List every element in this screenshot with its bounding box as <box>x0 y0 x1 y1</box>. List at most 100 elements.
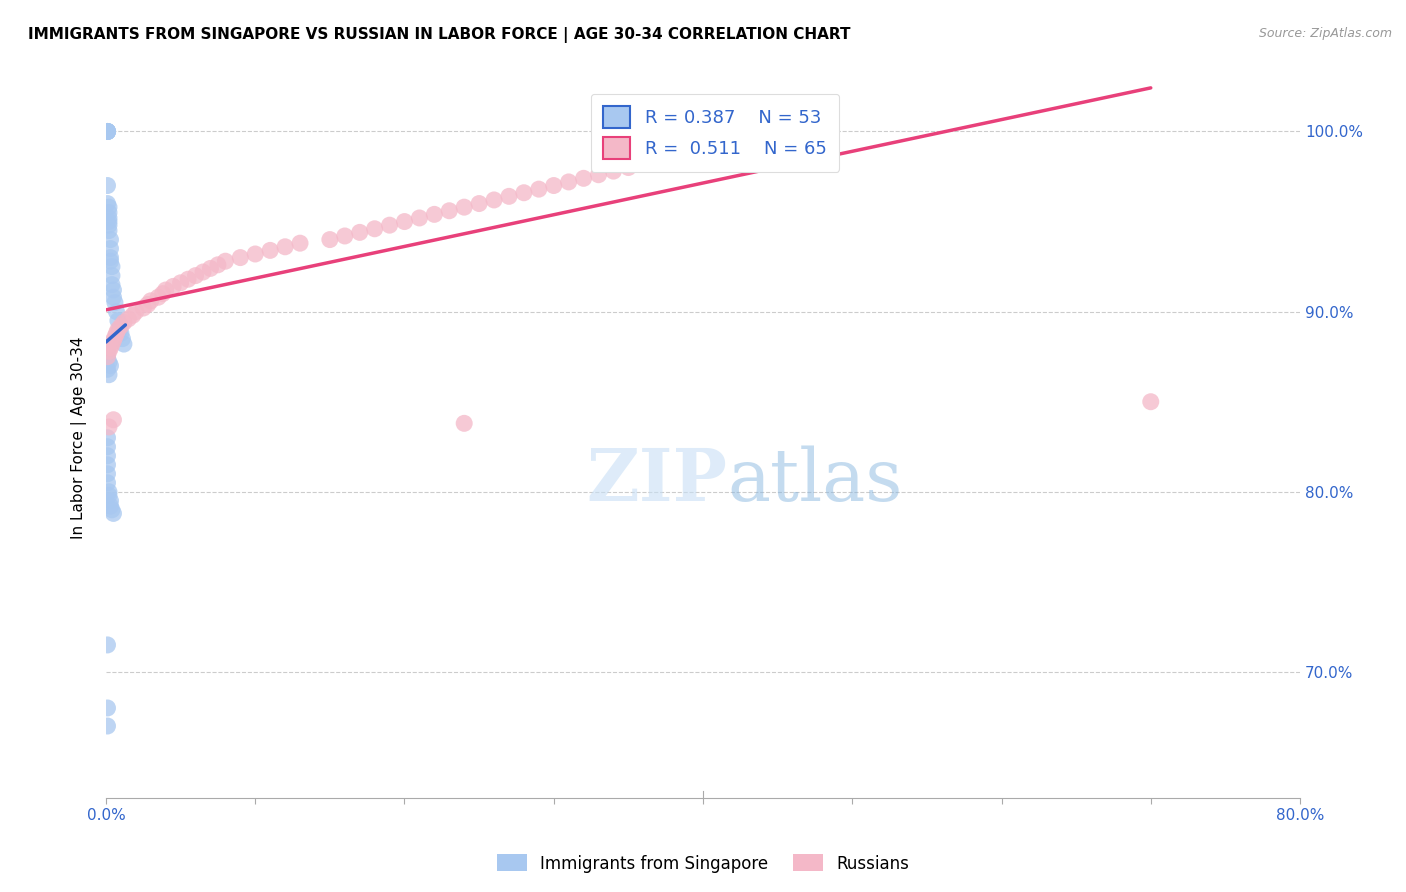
Point <box>96 124 118 138</box>
Point <box>98 200 121 214</box>
Point <box>132 301 155 315</box>
Point <box>100 242 122 256</box>
Point <box>96 431 118 445</box>
Point <box>96 449 118 463</box>
Point <box>633 157 655 171</box>
Point <box>105 326 128 341</box>
Point <box>557 175 579 189</box>
Point <box>349 226 371 240</box>
Point <box>136 297 159 311</box>
Point <box>245 247 267 261</box>
Point <box>103 507 125 521</box>
Point <box>96 124 118 138</box>
Point <box>96 719 118 733</box>
Point <box>98 223 121 237</box>
Point <box>96 350 118 364</box>
Point <box>98 214 121 228</box>
Point <box>107 323 129 337</box>
Point <box>112 337 135 351</box>
Point <box>751 131 773 145</box>
Point <box>105 304 128 318</box>
Point <box>96 350 118 364</box>
Point <box>103 283 125 297</box>
Point <box>96 475 118 490</box>
Text: ZIP: ZIP <box>586 445 727 516</box>
Point <box>100 254 122 268</box>
Point <box>572 171 595 186</box>
Point <box>498 189 520 203</box>
Point <box>139 293 162 308</box>
Point <box>96 458 118 472</box>
Point <box>117 311 139 326</box>
Point <box>101 268 124 283</box>
Point <box>96 178 118 193</box>
Point <box>100 251 122 265</box>
Point <box>152 286 174 301</box>
Point <box>98 484 121 499</box>
Point <box>98 211 121 225</box>
Point <box>96 362 118 376</box>
Point <box>423 207 446 221</box>
Point <box>200 261 222 276</box>
Point <box>1139 394 1161 409</box>
Point <box>98 205 121 219</box>
Point <box>148 290 170 304</box>
Point <box>184 268 207 283</box>
Point <box>96 196 118 211</box>
Point <box>662 150 685 164</box>
Point <box>98 368 121 382</box>
Point <box>96 124 118 138</box>
Point <box>96 124 118 138</box>
Point <box>363 221 385 235</box>
Point <box>112 315 135 329</box>
Point <box>96 440 118 454</box>
Point <box>177 272 200 286</box>
Point <box>103 290 125 304</box>
Point <box>602 164 624 178</box>
Point <box>453 417 475 431</box>
Point <box>408 211 430 225</box>
Point <box>110 326 132 341</box>
Text: atlas: atlas <box>727 446 903 516</box>
Point <box>229 251 252 265</box>
Point <box>104 295 127 310</box>
Point <box>721 139 744 153</box>
Point <box>98 420 121 434</box>
Point <box>647 153 669 168</box>
Point <box>96 701 118 715</box>
Point <box>155 283 177 297</box>
Point <box>103 413 125 427</box>
Point <box>394 214 416 228</box>
Point <box>96 124 118 138</box>
Point <box>96 124 118 138</box>
Point <box>100 359 122 373</box>
Point <box>288 236 311 251</box>
Point <box>125 304 148 318</box>
Legend: Immigrants from Singapore, Russians: Immigrants from Singapore, Russians <box>491 847 915 880</box>
Point <box>737 136 759 150</box>
Point <box>439 203 461 218</box>
Point <box>169 276 191 290</box>
Point <box>96 341 118 355</box>
Point <box>378 218 401 232</box>
Point <box>96 467 118 481</box>
Point <box>274 240 297 254</box>
Point <box>96 344 118 359</box>
Point <box>101 337 124 351</box>
Point <box>101 260 124 274</box>
Y-axis label: In Labor Force | Age 30-34: In Labor Force | Age 30-34 <box>72 336 87 539</box>
Point <box>543 178 565 193</box>
Point <box>588 168 610 182</box>
Text: Source: ZipAtlas.com: Source: ZipAtlas.com <box>1258 27 1392 40</box>
Point <box>100 500 122 514</box>
Point <box>453 200 475 214</box>
Point <box>104 330 127 344</box>
Point <box>707 143 730 157</box>
Point <box>98 355 121 369</box>
Point <box>103 334 125 348</box>
Point <box>110 319 132 334</box>
Point <box>527 182 550 196</box>
Point <box>100 493 122 508</box>
Point <box>214 254 236 268</box>
Point <box>100 233 122 247</box>
